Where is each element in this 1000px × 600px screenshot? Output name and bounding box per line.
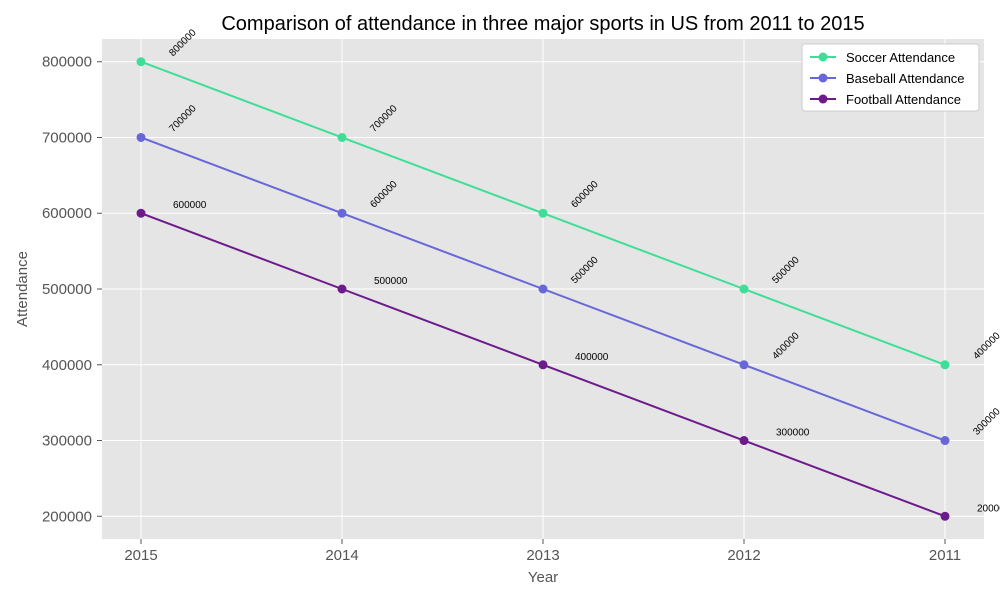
series-point: [337, 208, 347, 218]
y-tick-label: 500000: [42, 281, 92, 298]
x-axis-label: Year: [528, 569, 558, 586]
legend-marker: [818, 73, 828, 83]
legend-box: [801, 43, 980, 112]
legend-marker: [818, 52, 828, 62]
series-point: [739, 436, 749, 446]
x-tick-label: 2013: [526, 547, 559, 564]
series-point: [337, 132, 347, 142]
legend-label: Baseball Attendance: [846, 71, 965, 86]
series-point: [940, 360, 950, 370]
data-label: 400000: [575, 352, 609, 363]
series-point: [136, 57, 146, 67]
x-tick-label: 2011: [929, 547, 961, 564]
series-layer: [136, 57, 950, 521]
y-tick-label: 600000: [42, 205, 92, 222]
data-label: 300000: [776, 428, 810, 439]
series-point: [940, 436, 950, 446]
series-point: [538, 360, 548, 370]
y-tick-label: 800000: [42, 54, 92, 71]
series-point: [337, 284, 347, 294]
y-tick-label: 400000: [42, 357, 92, 374]
series-point: [538, 208, 548, 218]
series-point: [940, 511, 950, 521]
legend-marker: [818, 94, 828, 104]
data-label: 500000: [374, 276, 408, 287]
x-tick-label: 2012: [727, 547, 760, 564]
data-label: 600000: [173, 200, 207, 211]
legend: Soccer Attendance Baseball Attendance Foot…: [801, 43, 980, 112]
x-tick-label: 2015: [124, 547, 157, 564]
x-tick-label: 2014: [325, 547, 358, 564]
y-axis-label: Attendance: [14, 251, 31, 327]
legend-label: Soccer Attendance: [846, 50, 955, 65]
series-point: [739, 360, 749, 370]
legend-label: Football Attendance: [846, 92, 961, 107]
y-tick-label: 700000: [42, 129, 92, 146]
y-tick-label: 200000: [42, 508, 92, 525]
chart-title: Comparison of attendance in three major …: [221, 13, 864, 35]
series-point: [538, 284, 548, 294]
tick-label-layer: 2015 2014 2013 2012 2011 200000 300000 400000 50…: [42, 54, 961, 564]
series-point: [136, 132, 146, 142]
y-tick-label: 300000: [42, 433, 92, 450]
series-point: [136, 208, 146, 218]
series-point: [739, 284, 749, 294]
data-label: 200000: [977, 503, 1000, 514]
